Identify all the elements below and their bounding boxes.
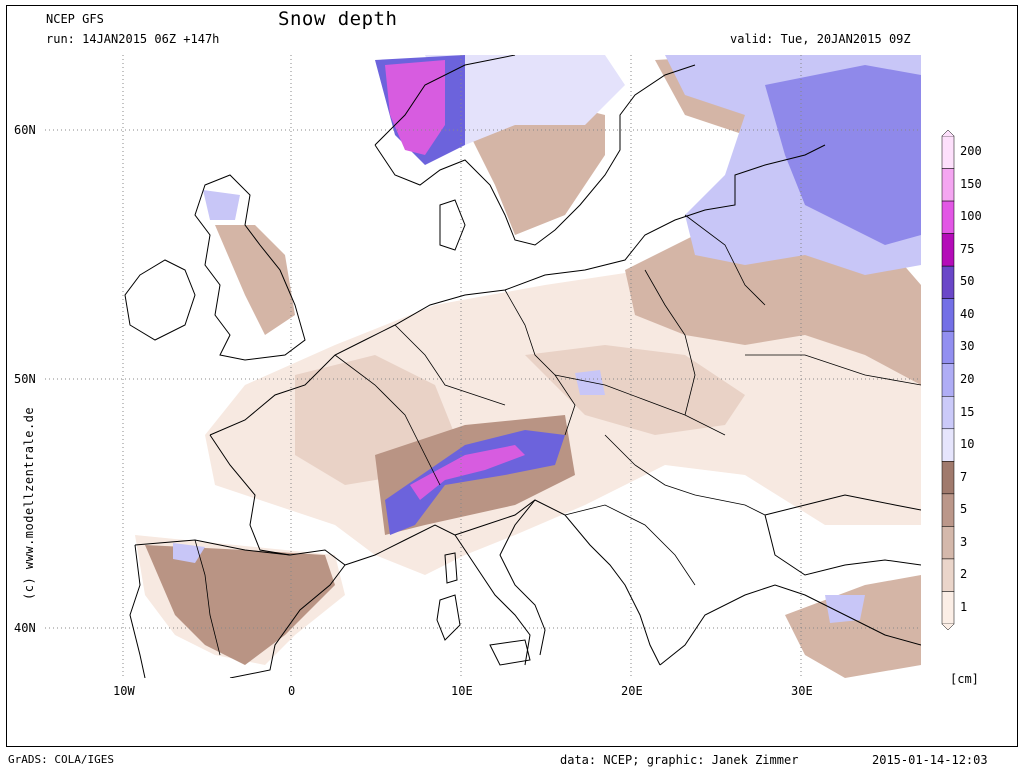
border-czech-slovakia <box>554 374 726 436</box>
colorbar-swatch <box>941 493 955 527</box>
colorbar-level-label: 200 <box>960 144 982 159</box>
colorbar-level-label: 100 <box>960 209 982 224</box>
snow-lav-north <box>425 55 625 145</box>
coast-italy-east <box>499 499 546 656</box>
border-ukraine-russia <box>745 354 921 386</box>
colorbar-level-label: 50 <box>960 274 975 289</box>
lat-label-60n: 60N <box>14 123 36 137</box>
colorbar-swatch <box>941 428 955 462</box>
snow-lav-czech <box>575 370 605 395</box>
snow-brown-spain <box>145 545 335 665</box>
country-borders <box>194 214 921 656</box>
border-france-east <box>334 354 441 486</box>
colorbar-swatch <box>941 363 955 397</box>
colorbar-unit: [cm] <box>950 672 979 686</box>
lat-label-50n: 50N <box>14 372 36 386</box>
colorbar-level-label: 2 <box>960 567 968 582</box>
coast-greece-turkey <box>659 584 921 666</box>
coast-mediterranean <box>344 499 661 666</box>
snow-brown-britain <box>215 225 295 335</box>
coast-ireland <box>124 259 196 341</box>
border-germany-poland <box>504 289 576 436</box>
colorbar-level-label: 30 <box>960 339 975 354</box>
border-poland-ukraine <box>644 269 696 416</box>
run-label: run: 14JAN2015 06Z +147h <box>46 32 220 46</box>
coast-france-biscay <box>209 434 291 556</box>
colorbar-level-label: 3 <box>960 534 968 549</box>
coast-sardinia <box>436 594 461 641</box>
footer-left: GrADS: COLA/IGES <box>8 753 114 766</box>
colorbar-level-label: 20 <box>960 372 975 386</box>
snow-mag-norway <box>385 60 445 155</box>
colorbar-level-label: 1 <box>960 599 968 614</box>
lon-label-0: 0 <box>288 684 296 698</box>
coast-scandinavia <box>374 55 696 246</box>
coast-great-britain <box>194 174 306 361</box>
colorbar <box>941 130 955 630</box>
border-baltic <box>684 214 766 306</box>
border-benelux-germany <box>394 324 506 406</box>
colorbar-level-label: 40 <box>960 306 975 321</box>
colorbar-swatch <box>941 298 955 332</box>
colorbar-swatch <box>941 558 955 592</box>
colorbar-swatch <box>941 233 955 267</box>
colorbar-swatch <box>941 591 955 625</box>
border-spain-portugal <box>194 539 221 656</box>
lon-label-10e: 10E <box>451 684 473 698</box>
colorbar-top-arrow <box>941 130 955 137</box>
snow-fields <box>135 55 921 678</box>
snow-brown-carpathian <box>525 345 745 435</box>
model-label: NCEP GFS <box>46 12 104 26</box>
map-title: Snow depth <box>278 8 398 30</box>
colorbar-bottom-arrow <box>941 623 955 630</box>
footer-right: 2015-01-14-12:03 <box>872 753 988 767</box>
snow-lav-scotland <box>203 190 240 220</box>
footer-center: data: NCEP; graphic: Janek Zimmer <box>560 753 799 767</box>
border-romania <box>604 434 766 516</box>
colorbar-swatch <box>941 526 955 560</box>
coast-corsica <box>444 552 458 584</box>
lon-label-30e: 30E <box>791 684 813 698</box>
colorbar-swatch <box>941 168 955 202</box>
coast-sicily <box>489 639 531 666</box>
lon-label-10w: 10W <box>113 684 135 698</box>
coast-denmark <box>439 199 466 251</box>
plot-frame <box>6 5 1018 747</box>
colorbar-swatch <box>941 135 955 169</box>
coast-europe-mainland <box>209 144 826 436</box>
snow-blue-northeast <box>765 65 921 245</box>
side-credit: (c) www.modellzentrale.de <box>22 406 36 600</box>
colorbar-swatch <box>941 265 955 299</box>
border-balkans <box>564 504 696 586</box>
colorbar-level-label: 7 <box>960 469 968 484</box>
coastlines <box>124 55 921 678</box>
coast-black-sea <box>764 494 921 576</box>
colorbar-swatch <box>941 330 955 364</box>
colorbar-level-label: 75 <box>960 241 975 256</box>
colorbar-level-label: 5 <box>960 502 968 517</box>
snow-mag-alps <box>410 445 525 500</box>
colorbar-level-label: 10 <box>960 437 975 452</box>
lon-label-20e: 20E <box>621 684 643 698</box>
valid-time-label: valid: Tue, 20JAN2015 09Z <box>730 32 911 46</box>
colorbar-swatch <box>941 396 955 430</box>
snow-brown-turkey <box>785 575 921 678</box>
colorbar-level-label: 150 <box>960 176 982 191</box>
colorbar-swatch <box>941 461 955 495</box>
snow-depth-map <box>45 55 921 678</box>
colorbar-swatch <box>941 200 955 234</box>
colorbar-level-label: 15 <box>960 404 975 419</box>
snow-lav-turkey <box>825 595 865 623</box>
lat-label-40n: 40N <box>14 621 36 635</box>
